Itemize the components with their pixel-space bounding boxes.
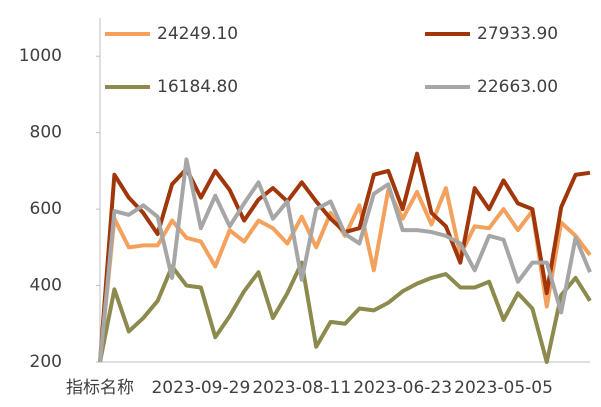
x-tick-label: 2023-08-11 [252,378,351,398]
y-tick-label: 600 [30,199,62,219]
x-tick-label: 2023-06-23 [353,378,452,398]
y-tick-label: 800 [30,123,62,143]
legend-label: 24249.10 [157,24,238,44]
x-tick-label: 指标名称 [66,378,134,398]
legend-label: 27933.90 [477,24,558,44]
series-line [98,157,592,363]
y-tick-label: 400 [30,276,62,296]
y-tick-label: 1000 [19,46,62,66]
x-tick-label: 2023-09-29 [151,378,250,398]
legend-label: 22663.00 [477,77,558,97]
series-line [98,260,592,364]
y-tick-label: 200 [30,352,62,372]
legend-label: 16184.80 [157,77,238,97]
x-tick-label: 2023-05-05 [454,378,553,398]
